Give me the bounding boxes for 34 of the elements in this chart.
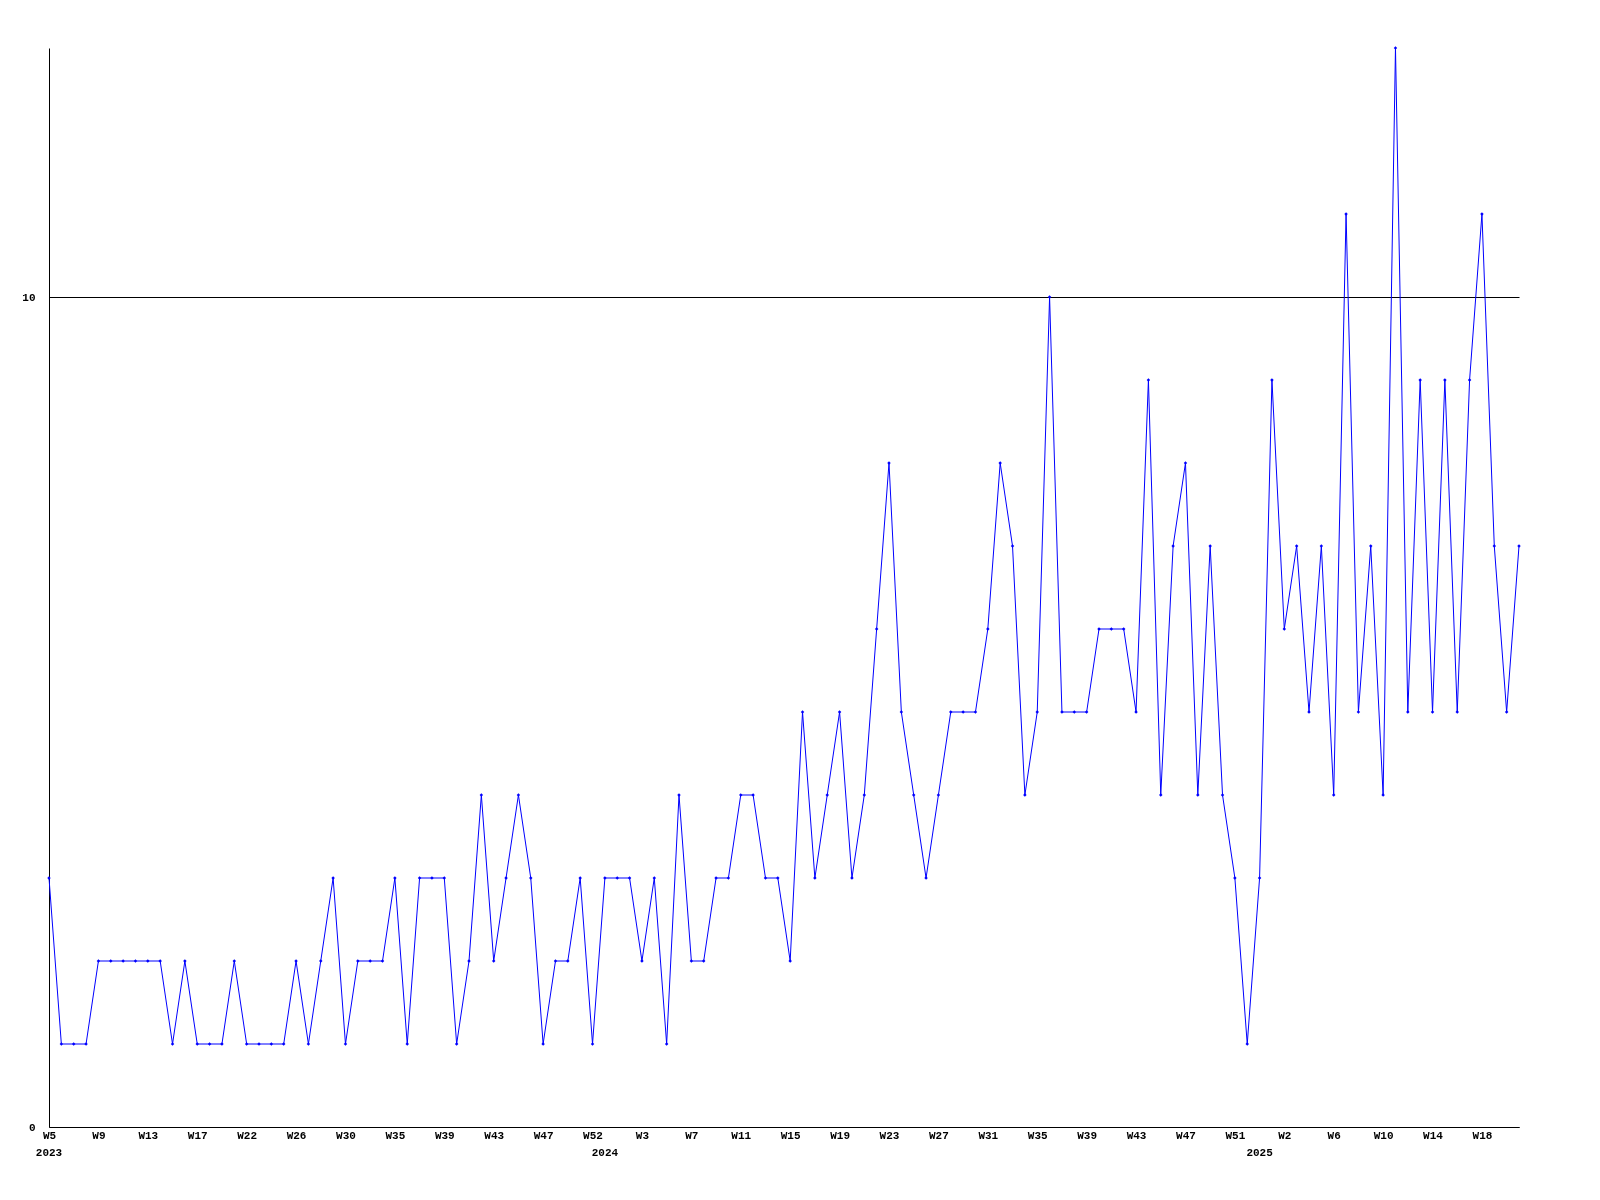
- x-tick-label: W47: [1176, 1129, 1196, 1142]
- x-tick-label: 2024: [591, 1147, 619, 1159]
- x-tick-label: W26: [286, 1129, 307, 1142]
- x-tick-label: W52: [583, 1129, 603, 1142]
- x-tick-label: W11: [731, 1129, 752, 1142]
- x-tick-label: W19: [830, 1129, 850, 1142]
- x-tick-label: W7: [685, 1129, 699, 1142]
- category-label: W5 2023: [35, 1129, 63, 1159]
- x-tick-label: W2: [1278, 1129, 1292, 1142]
- x-tick-label: W43: [1126, 1129, 1147, 1142]
- x-tick-label: 2025: [1246, 1147, 1274, 1159]
- x-tick-label: W10: [1373, 1129, 1394, 1142]
- x-tick-label: W23: [879, 1129, 900, 1142]
- x-tick-label: W9: [92, 1129, 106, 1142]
- y-tick-label: 0: [28, 1121, 36, 1134]
- x-tick-label: W6: [1327, 1129, 1341, 1142]
- x-tick-label: W30: [336, 1129, 356, 1142]
- x-tick-label: W39: [1077, 1129, 1098, 1142]
- x-tick-label: W43: [484, 1129, 505, 1142]
- x-tick-label: W3: [635, 1129, 650, 1142]
- x-tick-label: W22: [237, 1129, 258, 1142]
- x-tick-label: W35: [385, 1129, 406, 1142]
- x-tick-label: W35: [1027, 1129, 1049, 1142]
- x-tick-label: W47: [533, 1129, 554, 1142]
- x-tick-label: W13: [138, 1129, 159, 1142]
- x-tick-label: W31: [978, 1129, 999, 1142]
- x-tick-label: W14: [1423, 1129, 1444, 1142]
- x-tick-label: W39: [434, 1129, 455, 1142]
- x-tick-label: W27: [929, 1129, 949, 1142]
- y-tick-label: 10: [22, 291, 36, 304]
- x-tick-label: W18: [1472, 1129, 1493, 1142]
- x-tick-label: W51: [1225, 1129, 1246, 1142]
- x-tick-label: W15: [780, 1129, 801, 1142]
- x-tick-label: W17: [187, 1129, 208, 1142]
